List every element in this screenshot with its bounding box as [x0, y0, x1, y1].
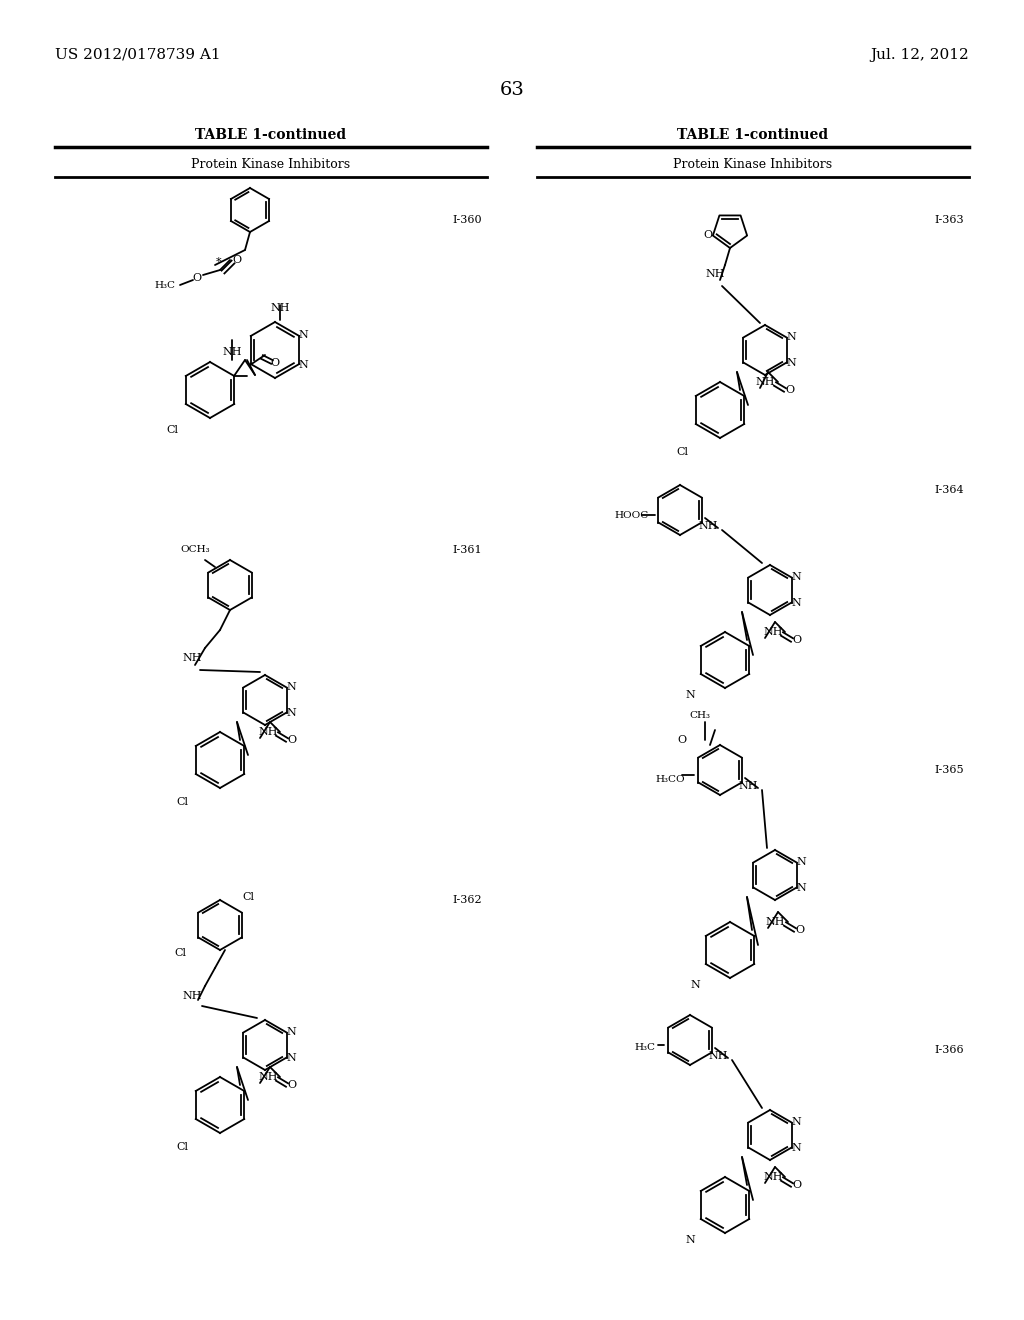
Text: O: O [793, 1180, 802, 1191]
Text: O: O [678, 735, 686, 744]
Text: NH: NH [222, 347, 242, 356]
Text: Jul. 12, 2012: Jul. 12, 2012 [870, 48, 969, 62]
Text: Cl: Cl [166, 425, 178, 436]
Text: O: O [796, 925, 805, 935]
Text: N: N [286, 1053, 296, 1063]
Text: N: N [685, 690, 695, 700]
Text: I-366: I-366 [934, 1045, 964, 1055]
Text: Protein Kinase Inhibitors: Protein Kinase Inhibitors [191, 158, 350, 172]
Text: HOOC: HOOC [614, 511, 649, 520]
Text: NH: NH [698, 521, 718, 531]
Text: NH: NH [709, 1051, 728, 1061]
Text: I-360: I-360 [453, 215, 482, 224]
Text: N: N [298, 360, 308, 370]
Text: NH: NH [763, 1172, 782, 1181]
Text: NH: NH [765, 917, 784, 927]
Text: O: O [270, 358, 280, 368]
Text: N: N [690, 979, 699, 990]
Text: NH: NH [182, 991, 202, 1001]
Text: NH: NH [763, 627, 782, 638]
Text: H₃CO: H₃CO [655, 776, 685, 784]
Text: N: N [792, 572, 801, 582]
Text: I-365: I-365 [934, 766, 964, 775]
Text: N: N [286, 1027, 296, 1038]
Text: O: O [785, 385, 795, 395]
Text: I-363: I-363 [934, 215, 964, 224]
Text: Cl: Cl [176, 797, 188, 807]
Text: NH: NH [258, 1072, 278, 1082]
Text: CH₃: CH₃ [689, 710, 711, 719]
Text: N: N [286, 682, 296, 692]
Text: N: N [786, 333, 796, 342]
Text: H₃C: H₃C [635, 1044, 655, 1052]
Text: NH: NH [258, 727, 278, 737]
Text: N: N [685, 1236, 695, 1245]
Text: N: N [286, 708, 296, 718]
Text: US 2012/0178739 A1: US 2012/0178739 A1 [55, 48, 220, 62]
Text: O: O [193, 273, 202, 282]
Text: N: N [796, 857, 806, 867]
Text: N: N [786, 358, 796, 368]
Text: TABLE 1-continued: TABLE 1-continued [678, 128, 828, 143]
Text: NH: NH [738, 781, 758, 791]
Text: H₃C: H₃C [155, 281, 175, 289]
Text: Cl: Cl [176, 1142, 188, 1152]
Text: *: * [216, 257, 222, 267]
Text: N: N [298, 330, 308, 341]
Text: NH: NH [270, 304, 290, 313]
Text: OCH₃: OCH₃ [180, 545, 210, 554]
Text: NH: NH [756, 378, 775, 387]
Text: O: O [793, 635, 802, 645]
Text: I-361: I-361 [453, 545, 482, 554]
Text: O: O [288, 735, 297, 744]
Text: 63: 63 [500, 81, 524, 99]
Text: O: O [703, 230, 713, 240]
Text: I-362: I-362 [453, 895, 482, 906]
Text: NH: NH [182, 653, 202, 663]
Text: N: N [792, 1117, 801, 1127]
Text: Cl: Cl [242, 892, 254, 902]
Text: Protein Kinase Inhibitors: Protein Kinase Inhibitors [674, 158, 833, 172]
Text: N: N [796, 883, 806, 894]
Text: O: O [232, 255, 242, 265]
Text: NH: NH [706, 269, 725, 279]
Text: O: O [288, 1080, 297, 1090]
Text: I-364: I-364 [934, 484, 964, 495]
Text: N: N [792, 1143, 801, 1152]
Text: TABLE 1-continued: TABLE 1-continued [196, 128, 346, 143]
Text: Cl: Cl [676, 447, 688, 457]
Text: N: N [792, 598, 801, 609]
Text: Cl: Cl [174, 948, 186, 958]
